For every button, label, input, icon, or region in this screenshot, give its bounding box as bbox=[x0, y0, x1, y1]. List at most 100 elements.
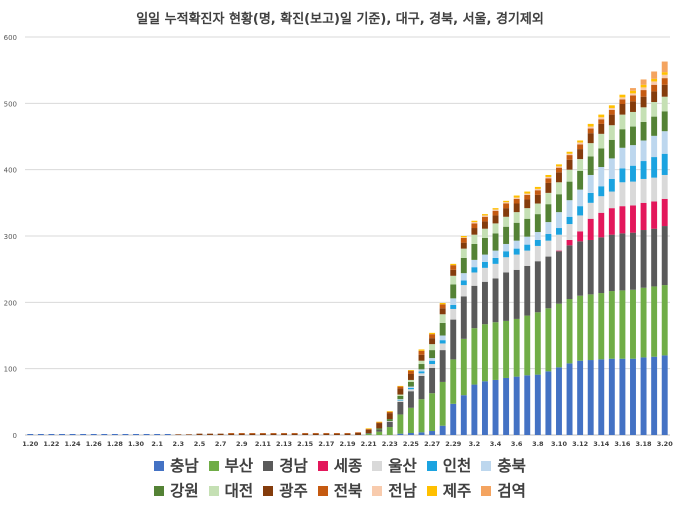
x-tick-label: 2.21 bbox=[361, 440, 378, 448]
bar-segment bbox=[513, 254, 520, 270]
bar-segment bbox=[471, 267, 478, 273]
bar-segment bbox=[577, 142, 584, 145]
bar-segment bbox=[259, 433, 266, 435]
bar-segment bbox=[598, 293, 605, 360]
bar-segment bbox=[661, 355, 668, 435]
bar-segment bbox=[503, 203, 510, 209]
legend-item: 충북 bbox=[481, 454, 526, 476]
bar-segment bbox=[429, 332, 436, 335]
bar-segment bbox=[619, 182, 626, 207]
bar-segment bbox=[534, 186, 541, 189]
bar-segment bbox=[651, 177, 658, 202]
bar-segment bbox=[566, 299, 573, 364]
bar-segment bbox=[545, 256, 552, 309]
bar-segment bbox=[587, 239, 594, 295]
bar-segment bbox=[397, 414, 404, 434]
legend-item: 세종 bbox=[317, 454, 362, 476]
bar-segment bbox=[598, 114, 605, 118]
bar-segment bbox=[133, 434, 139, 435]
bar-segment bbox=[48, 434, 55, 435]
x-tick-label: 2.19 bbox=[339, 440, 356, 448]
bar-segment bbox=[587, 126, 594, 129]
bar-segment bbox=[429, 338, 436, 345]
bar-segment bbox=[598, 123, 605, 134]
legend-label: 검역 bbox=[497, 482, 526, 500]
bar-segment bbox=[376, 429, 383, 432]
bar-segment bbox=[302, 433, 309, 434]
bar-segment bbox=[598, 167, 605, 187]
bar-segment bbox=[386, 413, 393, 420]
bar-segment bbox=[545, 176, 552, 179]
bar-segment bbox=[598, 119, 605, 124]
bar-segment bbox=[651, 201, 658, 229]
bar-segment bbox=[386, 411, 393, 414]
bar-segment bbox=[418, 354, 425, 361]
bar-segment bbox=[429, 368, 436, 394]
bar-segment bbox=[386, 421, 393, 428]
bar-segment bbox=[503, 320, 510, 378]
bar-segment bbox=[545, 182, 552, 193]
bar-segment bbox=[556, 164, 562, 167]
legend-item: 경남 bbox=[263, 454, 308, 476]
bar-segment bbox=[492, 250, 499, 258]
bar-segment bbox=[630, 205, 636, 233]
legend-label: 대전 bbox=[224, 482, 254, 500]
bar-segment bbox=[397, 400, 404, 402]
bar-segment bbox=[418, 349, 425, 351]
bar-segment bbox=[471, 272, 478, 286]
bar-segment bbox=[534, 374, 541, 435]
bar-segment bbox=[556, 228, 562, 235]
bar-segment bbox=[471, 384, 478, 435]
bar-segment bbox=[577, 295, 584, 361]
bar-segment bbox=[566, 151, 573, 154]
bar-segment bbox=[640, 96, 647, 108]
bar-segment bbox=[524, 244, 531, 251]
bar-segment bbox=[481, 281, 488, 325]
bar-segment bbox=[545, 234, 552, 241]
legend-swatch bbox=[263, 486, 274, 496]
bar-segment bbox=[630, 95, 636, 102]
bar-segment bbox=[608, 291, 615, 359]
bar-segment bbox=[524, 193, 531, 195]
bar-segment bbox=[175, 434, 182, 435]
bar-segment bbox=[640, 90, 647, 97]
bar-segment bbox=[450, 269, 457, 276]
bar-segment bbox=[492, 209, 499, 211]
bar-segment bbox=[365, 428, 372, 430]
bar-segment bbox=[556, 167, 562, 173]
bar-segment bbox=[450, 298, 457, 305]
bar-segment bbox=[545, 240, 552, 257]
bar-segment bbox=[407, 370, 414, 374]
y-tick-label: 600 bbox=[4, 34, 17, 42]
legend-swatch bbox=[372, 486, 383, 496]
x-tick-label: 2.1 bbox=[151, 440, 163, 448]
bar-segment bbox=[651, 116, 658, 136]
bar-segment bbox=[397, 395, 404, 400]
bar-segment bbox=[407, 369, 414, 371]
bar-segment bbox=[376, 423, 383, 429]
bar-segment bbox=[556, 194, 562, 213]
bar-segment bbox=[619, 358, 626, 435]
bar-segment bbox=[323, 433, 330, 434]
bar-segment bbox=[450, 403, 457, 435]
bar-segment bbox=[577, 140, 584, 143]
bar-segment bbox=[471, 234, 478, 244]
bar-segment bbox=[217, 433, 224, 435]
legend-swatch bbox=[426, 486, 437, 496]
bar-segment bbox=[651, 228, 658, 287]
x-tick-label: 2.17 bbox=[318, 440, 334, 448]
y-tick-label: 200 bbox=[4, 299, 17, 307]
bar-segment bbox=[524, 208, 531, 219]
bar-segment bbox=[556, 303, 562, 368]
bar-segment bbox=[524, 315, 531, 376]
y-tick-label: 500 bbox=[4, 100, 17, 108]
bar-segment bbox=[344, 433, 351, 435]
bar-segment bbox=[587, 192, 594, 203]
bar-segment bbox=[587, 143, 594, 157]
bar-segment bbox=[471, 228, 478, 235]
bar-segment bbox=[608, 139, 615, 159]
bar-segment bbox=[661, 111, 668, 132]
legend-swatch bbox=[154, 486, 165, 496]
y-tick-label: 0 bbox=[13, 432, 17, 440]
